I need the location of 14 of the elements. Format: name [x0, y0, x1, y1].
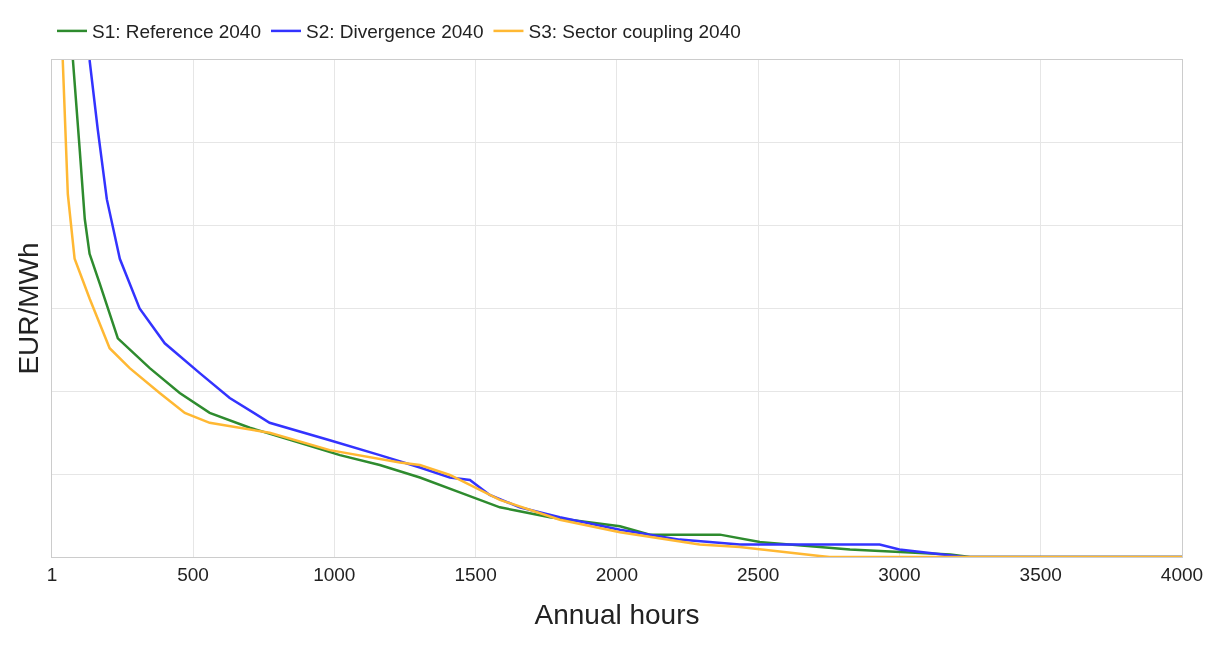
x-tick-label: 2000 — [595, 563, 638, 585]
x-tick-label: 3500 — [1019, 563, 1062, 585]
x-axis-title: Annual hours — [534, 598, 700, 630]
legend-label: S2: Divergence 2040 — [306, 21, 484, 43]
x-tick-label: 3000 — [878, 563, 921, 585]
x-tick-label: 4000 — [1160, 563, 1204, 585]
y-axis-title: EUR/MWh — [12, 242, 44, 375]
legend-label: S1: Reference 2040 — [92, 21, 262, 43]
x-tick-label: 1500 — [454, 563, 497, 585]
x-tick-label: 1 — [46, 563, 58, 585]
x-tick-label: 1000 — [313, 563, 356, 585]
x-tick-label: 500 — [177, 563, 209, 585]
legend-label: S3: Sector coupling 2040 — [528, 21, 741, 43]
x-tick-label: 2500 — [737, 563, 780, 585]
